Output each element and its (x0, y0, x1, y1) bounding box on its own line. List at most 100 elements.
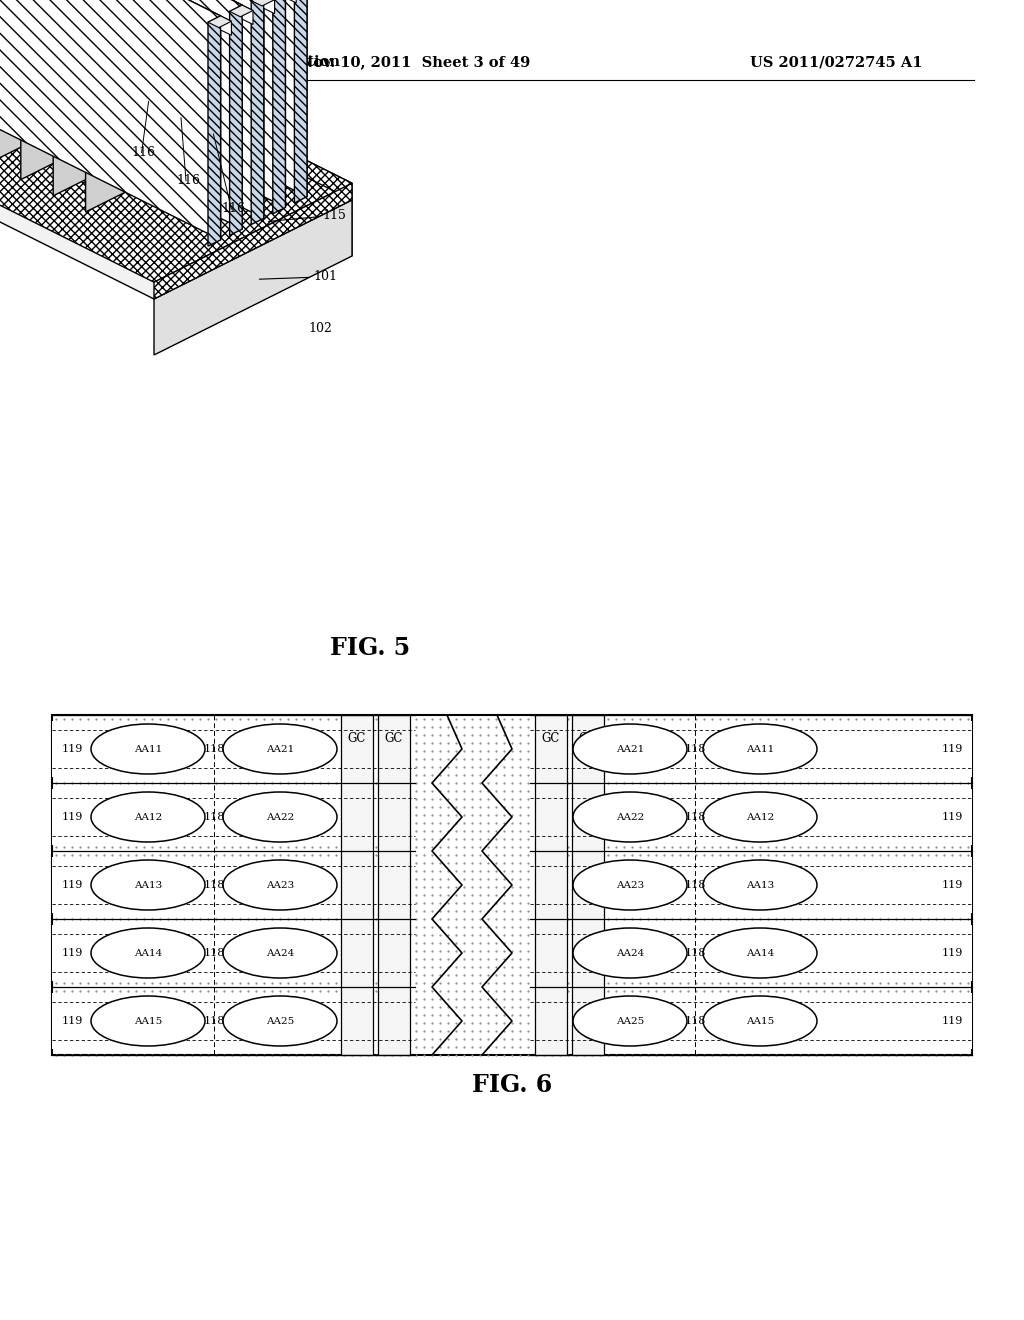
Polygon shape (0, 57, 352, 282)
Text: AA25: AA25 (615, 1016, 644, 1026)
Text: AA14: AA14 (134, 949, 162, 957)
Text: AA21: AA21 (615, 744, 644, 754)
Ellipse shape (573, 723, 687, 774)
Text: GC: GC (542, 733, 560, 746)
Polygon shape (0, 0, 220, 22)
Text: FIG. 6: FIG. 6 (472, 1073, 552, 1097)
Polygon shape (100, 57, 352, 201)
Text: 118: 118 (204, 744, 224, 754)
Text: AA13: AA13 (134, 880, 162, 890)
Ellipse shape (703, 861, 817, 909)
Text: 118: 118 (204, 1016, 224, 1026)
Text: AA22: AA22 (615, 813, 644, 821)
Text: AA23: AA23 (266, 880, 294, 890)
Polygon shape (251, 0, 274, 7)
Text: 119: 119 (61, 880, 83, 890)
Bar (530, 925, 972, 981)
Text: 118: 118 (204, 948, 224, 958)
Polygon shape (73, 0, 307, 197)
Polygon shape (86, 0, 229, 213)
Bar (530, 993, 972, 1049)
Text: AA13: AA13 (745, 880, 774, 890)
Text: 118: 118 (684, 744, 706, 754)
Text: 119: 119 (61, 1016, 83, 1026)
Text: 119: 119 (941, 1016, 963, 1026)
Bar (341, 715, 373, 1055)
Text: US 2011/0272745 A1: US 2011/0272745 A1 (750, 55, 923, 69)
Polygon shape (243, 5, 253, 25)
Bar (52, 993, 415, 1049)
Polygon shape (146, 0, 165, 108)
Ellipse shape (91, 723, 205, 774)
Polygon shape (208, 16, 220, 247)
Text: 115: 115 (323, 209, 346, 222)
Text: 119: 119 (61, 744, 83, 754)
Text: GC: GC (348, 733, 367, 746)
Bar (52, 789, 415, 845)
Text: 118: 118 (204, 812, 224, 822)
Text: AA21: AA21 (266, 744, 294, 754)
Bar (378, 715, 410, 1055)
Text: 119: 119 (941, 880, 963, 890)
Text: 116: 116 (176, 174, 200, 187)
Ellipse shape (703, 928, 817, 978)
Polygon shape (264, 0, 274, 13)
Text: 118: 118 (684, 812, 706, 822)
Text: 119: 119 (61, 812, 83, 822)
Text: AA23: AA23 (615, 880, 644, 890)
Text: AA25: AA25 (266, 1016, 294, 1026)
Polygon shape (272, 0, 286, 214)
Bar (52, 857, 415, 913)
Polygon shape (100, 74, 352, 256)
Text: AA24: AA24 (266, 949, 294, 957)
Ellipse shape (573, 792, 687, 842)
Bar (530, 857, 972, 913)
Text: Nov. 10, 2011  Sheet 3 of 49: Nov. 10, 2011 Sheet 3 of 49 (300, 55, 530, 69)
Text: 119: 119 (941, 948, 963, 958)
Text: 116: 116 (132, 147, 156, 158)
Ellipse shape (703, 792, 817, 842)
Polygon shape (0, 0, 220, 240)
Text: AA11: AA11 (745, 744, 774, 754)
Text: 118: 118 (684, 880, 706, 890)
Bar (535, 715, 567, 1055)
Polygon shape (0, 74, 352, 300)
Ellipse shape (703, 723, 817, 774)
Text: AA12: AA12 (134, 813, 162, 821)
Bar (530, 789, 972, 845)
Bar (52, 925, 415, 981)
Text: AA22: AA22 (266, 813, 294, 821)
Polygon shape (53, 0, 198, 195)
Text: 118: 118 (684, 948, 706, 958)
Text: Patent Application Publication: Patent Application Publication (88, 55, 340, 69)
Ellipse shape (223, 997, 337, 1045)
Bar (52, 715, 972, 1055)
Ellipse shape (573, 928, 687, 978)
Ellipse shape (223, 861, 337, 909)
Polygon shape (179, 0, 198, 124)
Text: AA24: AA24 (615, 949, 644, 957)
Ellipse shape (91, 792, 205, 842)
Polygon shape (229, 5, 243, 235)
Polygon shape (154, 183, 352, 300)
Text: 101: 101 (313, 269, 338, 282)
Ellipse shape (91, 997, 205, 1045)
Text: 118: 118 (684, 1016, 706, 1026)
Polygon shape (8, 0, 243, 230)
Text: AA11: AA11 (134, 744, 162, 754)
Polygon shape (220, 16, 231, 36)
Text: 118: 118 (204, 880, 224, 890)
Polygon shape (0, 0, 132, 164)
Text: AA14: AA14 (745, 949, 774, 957)
Text: 119: 119 (941, 812, 963, 822)
Ellipse shape (573, 861, 687, 909)
Text: 119: 119 (941, 744, 963, 754)
Polygon shape (0, 0, 243, 12)
Bar (572, 715, 604, 1055)
Text: 116: 116 (221, 202, 246, 215)
Polygon shape (20, 0, 165, 180)
Polygon shape (30, 0, 264, 218)
Ellipse shape (573, 997, 687, 1045)
Polygon shape (51, 0, 286, 207)
Polygon shape (286, 0, 296, 3)
